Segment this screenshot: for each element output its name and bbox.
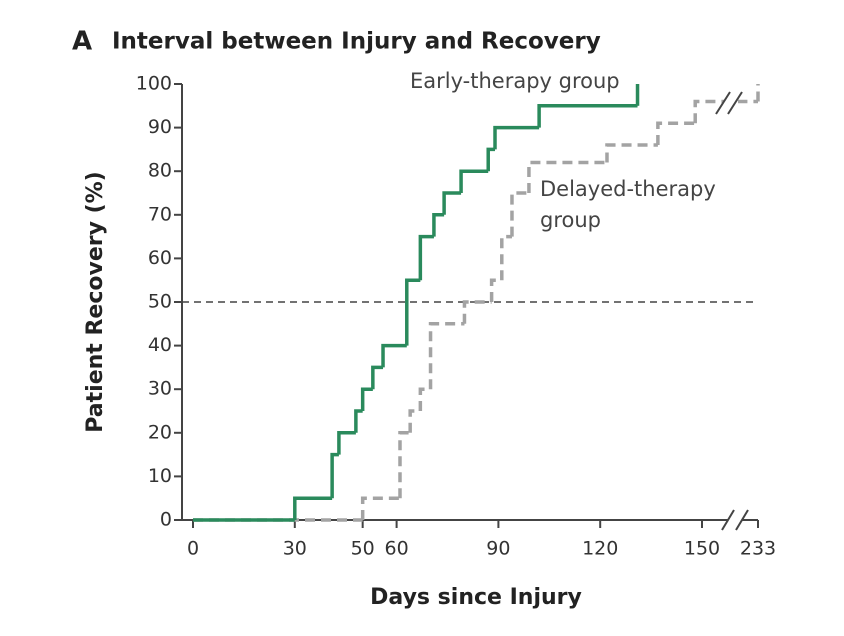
step-segment (360, 387, 373, 411)
step-segment (459, 169, 489, 193)
step-segment (486, 147, 496, 172)
y-axis-title: Patient Recovery (%) (83, 171, 108, 432)
series-break (715, 91, 743, 115)
series-label: Early-therapy group (410, 69, 620, 93)
y-tick-label: 10 (148, 465, 172, 487)
step-segment (462, 300, 492, 324)
step-segment (527, 160, 607, 193)
panel-label: A (72, 27, 92, 57)
y-tick-label: 90 (148, 116, 172, 138)
step-segment (656, 121, 696, 146)
step-segment (510, 191, 529, 237)
y-tick-label: 80 (148, 160, 172, 182)
x-tick-label: 50 (351, 538, 375, 560)
step-segment (337, 431, 356, 455)
step-segment (405, 278, 421, 346)
x-tick-label: 233 (740, 538, 776, 560)
step-segment (371, 365, 384, 390)
y-tick-label: 50 (148, 291, 172, 313)
step-segment (605, 143, 658, 163)
y-tick-label: 20 (148, 421, 172, 443)
step-segment (293, 496, 333, 520)
series-label: Delayed-therapy group (540, 177, 716, 232)
chart-title: Interval between Injury and Recovery (112, 29, 601, 55)
y-tick-label: 60 (148, 247, 172, 269)
step-segment (489, 278, 502, 302)
x-axis-title: Days since Injury (370, 585, 582, 610)
y-tick-label: 100 (136, 73, 172, 95)
step-segment (493, 125, 540, 150)
x-tick-label: 30 (283, 538, 307, 560)
step-segment (408, 409, 421, 433)
step-segment (360, 496, 400, 520)
step-segment (354, 409, 363, 433)
step-segment (398, 431, 411, 499)
step-segment (418, 387, 431, 411)
step-segment (537, 104, 638, 128)
step-segment (432, 213, 445, 237)
step-segment (418, 234, 434, 281)
x-tick-label: 60 (385, 538, 409, 560)
x-tick-label: 90 (486, 538, 510, 560)
x-tick-label: 0 (187, 538, 199, 560)
y-tick-label: 40 (148, 334, 172, 356)
x-tick-label: 120 (582, 538, 618, 560)
step-segment (693, 99, 758, 124)
step-segment (381, 343, 407, 368)
step-segment (500, 234, 512, 281)
y-tick-label: 0 (160, 509, 172, 531)
step-segment (330, 452, 339, 499)
y-tick-label: 70 (148, 203, 172, 225)
step-segment (442, 191, 462, 215)
x-tick-label: 150 (684, 538, 720, 560)
axis-break (721, 509, 749, 531)
y-tick-label: 30 (148, 378, 172, 400)
step-segment (428, 322, 465, 390)
